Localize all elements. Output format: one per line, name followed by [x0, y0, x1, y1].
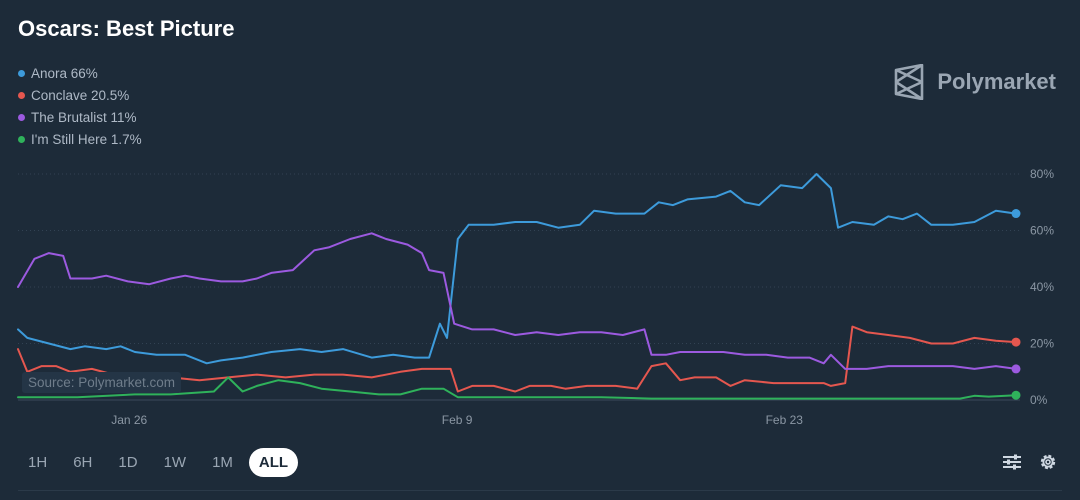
x-tick-label: Feb 23: [766, 413, 804, 427]
x-tick-label: Feb 9: [442, 413, 473, 427]
legend-label: Anora 66%: [31, 65, 98, 81]
y-tick-label: 20%: [1030, 337, 1054, 351]
legend: Anora 66% Conclave 20.5% The Brutalist 1…: [18, 62, 142, 150]
legend-label: The Brutalist 11%: [31, 109, 137, 125]
legend-label: Conclave 20.5%: [31, 87, 130, 103]
legend-item-conclave: Conclave 20.5%: [18, 84, 142, 106]
series-end-dot-0: [1011, 209, 1021, 219]
legend-label: I'm Still Here 1.7%: [31, 131, 142, 147]
chart-tools: [986, 452, 1058, 472]
legend-dot: [18, 113, 25, 121]
gear-icon[interactable]: [1038, 452, 1058, 472]
series-line-0: [17, 173, 1017, 365]
legend-dot: [18, 135, 25, 143]
range-button-1w[interactable]: 1W: [163, 454, 187, 471]
y-tick-label: 80%: [1030, 167, 1054, 181]
series-end-dot-1: [1011, 337, 1021, 347]
range-button-1d[interactable]: 1D: [118, 454, 138, 471]
range-button-all[interactable]: ALL: [248, 448, 299, 477]
line-chart: 0% 20% 40% 60% 80% Jan 26 Feb 9 Feb 23: [17, 167, 1054, 427]
legend-item-brutalist: The Brutalist 11%: [18, 106, 142, 128]
source-label: Source: Polymarket.com: [22, 372, 182, 393]
divider: [18, 490, 1062, 491]
legend-dot: [18, 69, 25, 77]
legend-dot: [18, 91, 25, 99]
series-line-3: [17, 376, 1017, 400]
range-button-1m[interactable]: 1M: [212, 454, 233, 471]
brand: Polymarket: [893, 64, 1056, 100]
range-button-1h[interactable]: 1H: [28, 454, 48, 471]
x-tick-label: Jan 26: [111, 413, 147, 427]
range-button-6h[interactable]: 6H: [73, 454, 93, 471]
series-line-2: [17, 232, 1017, 370]
y-tick-label: 40%: [1030, 280, 1054, 294]
legend-item-anora: Anora 66%: [18, 62, 142, 84]
chart-title: Oscars: Best Picture: [18, 16, 235, 41]
brand-name: Polymarket: [937, 69, 1056, 94]
sliders-icon[interactable]: [1002, 453, 1022, 471]
series-end-dot-3: [1011, 390, 1021, 400]
legend-item-still-here: I'm Still Here 1.7%: [18, 128, 142, 150]
series-end-dot-2: [1011, 364, 1021, 374]
time-range-selector: 1H 6H 1D 1W 1M ALL: [18, 448, 304, 477]
y-tick-label: 0%: [1030, 393, 1048, 407]
polymarket-logo-icon: [895, 64, 924, 100]
y-tick-label: 60%: [1030, 224, 1054, 238]
